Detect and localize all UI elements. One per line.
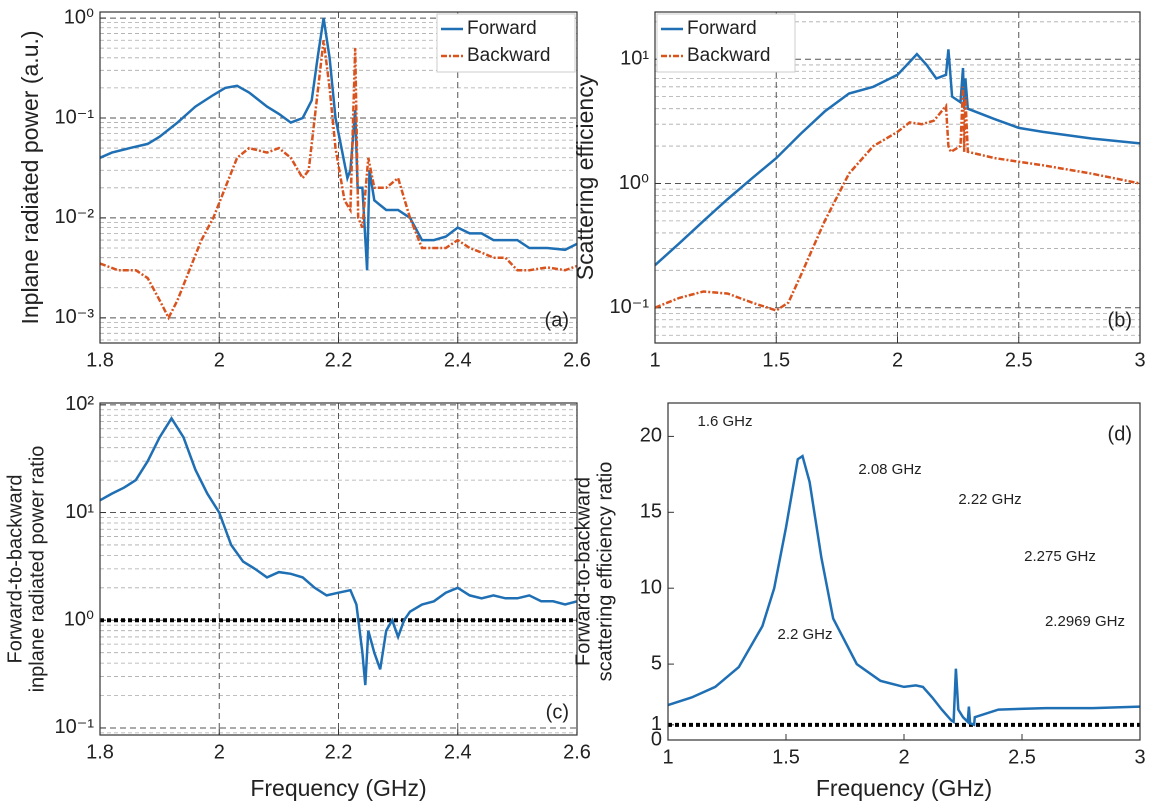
x-axis-label: Frequency (GHz) [816,775,992,801]
x-tick-label: 2 [892,349,903,371]
x-tick-label: 2 [214,349,225,371]
annotation: 2.08 GHz [858,461,921,478]
x-tick-label: 2.2 [325,741,353,763]
y-tick-label: 10 [640,576,662,598]
y-axis-label: scattering efficiency ratio [594,462,616,682]
legend-label: Forward [687,18,757,39]
x-tick-label: 2.5 [1008,746,1036,768]
x-tick-label: 2.4 [444,741,472,763]
panel-label: (d) [1108,423,1132,445]
plot-area [668,403,1140,740]
x-tick-label: 2.2 [325,349,353,371]
legend-label: Forward [467,18,537,39]
x-tick-label: 3 [1134,746,1145,768]
panel: 10⁻¹ 10⁰ 10¹ 1 1.5 2 2.5 3(b) Forward Backward Sca… [572,11,1146,371]
x-tick-label: 2 [898,746,909,768]
x-tick-label: 2.6 [563,741,591,763]
annotation: 2.2 GHz [777,626,832,643]
series-line [100,40,577,321]
panel-label: (b) [1108,309,1132,331]
x-tick-label: 2.6 [563,349,591,371]
x-tick-label: 1 [662,746,673,768]
y-tick-label: 20 [640,425,662,447]
series-line [655,86,1140,312]
x-tick-label: 2 [214,741,225,763]
panel-label: (c) [546,701,569,723]
legend-label: Backward [467,45,550,66]
y-axis-label: Forward-to-backward [4,475,26,664]
plot-frame [667,402,1141,741]
x-tick-label: 1.8 [86,741,114,763]
y-axis-label: Inplane radiated power (a.u.) [17,30,43,324]
annotation: 2.2969 GHz [1045,613,1125,630]
series-line [655,49,1140,267]
y-tick-label: 10⁻¹ [55,716,95,738]
x-tick-label: 2.5 [1005,349,1033,371]
plot-frame [99,402,578,736]
annotation: 2.22 GHz [958,491,1021,508]
y-tick-label: 10¹ [620,48,649,70]
y-tick-label: 10⁰ [619,172,649,194]
y-tick-label: 10² [65,393,94,415]
x-tick-label: 3 [1134,349,1145,371]
y-tick-label: 15 [640,501,662,523]
y-tick-label: 10⁻¹ [55,106,95,128]
panel: 10⁻¹ 10⁰ 10¹ 10² 1.8 2 2.2 2.4 2.6 (c) Forward-to-… [4,393,591,801]
y-axis-label: Scattering efficiency [572,74,598,280]
plot-frame [654,11,1141,344]
series-line [100,415,577,686]
legend-label: Backward [687,45,770,66]
y-tick-label: 10⁻¹ [610,296,650,318]
x-tick-label: 1.5 [772,746,800,768]
y-tick-label: 10⁰ [64,609,94,631]
x-tick-label: 2.4 [444,349,472,371]
panel-label: (a) [545,309,569,331]
legend-box [436,13,576,73]
annotation: 2.275 GHz [1024,548,1096,565]
y-tick-label: 10¹ [65,501,94,523]
y-axis-label: inplane radiated power ratio [26,446,48,693]
annotation: 1.6 GHz [697,413,752,430]
x-tick-label: 1.8 [86,349,114,371]
x-tick-label: 1.5 [762,349,790,371]
y-tick-label: 5 [651,652,662,674]
legend-box [656,13,796,73]
y-axis-label: Forward-to-backward [572,477,594,666]
y-tick-label: 0 [651,728,662,750]
y-tick-label: 10⁰ [64,6,94,28]
plot-frame [99,11,578,344]
y-tick-label: 1 [651,713,662,735]
y-tick-label: 10⁻² [55,206,95,228]
x-axis-label: Frequency (GHz) [250,775,426,801]
panel: 10⁻³ 10⁻² 10⁻¹ 10⁰ 1.8 2 2.2 2.4 2.6 (a) Forward Ba… [17,6,591,371]
y-tick-label: 10⁻³ [55,306,95,328]
x-tick-label: 1 [649,349,660,371]
series-line [668,454,1140,727]
